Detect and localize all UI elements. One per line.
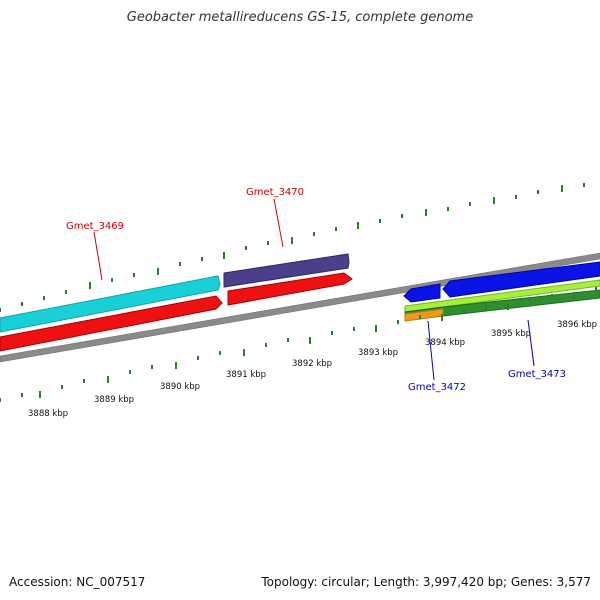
red-feature-left [0, 295, 223, 352]
scale-label: 3889 kbp [94, 395, 134, 405]
gene-gmet-3469-leader [93, 231, 103, 281]
gene-gmet-3473-label: Gmet_3473 [508, 369, 566, 380]
accession-text: Accession: NC_007517 [9, 575, 146, 589]
gene-labels: Gmet_3469 Gmet_3470 Gmet_3472 Gmet_3473 [66, 187, 566, 393]
scale-label: 3888 kbp [28, 409, 68, 419]
gene-gmet-3473-leader [527, 319, 535, 367]
scale-labels: 3888 kbp 3889 kbp 3890 kbp 3891 kbp 3892… [28, 320, 597, 419]
gene-gmet-3469-shape [0, 275, 221, 333]
scale-label: 3893 kbp [358, 348, 398, 358]
scale-label: 3891 kbp [226, 370, 266, 380]
scale-label: 3894 kbp [425, 338, 465, 348]
map-title: Geobacter metallireducens GS-15, complet… [126, 10, 474, 25]
gene-gmet-3470-leader [273, 198, 284, 248]
scale-label: 3892 kbp [292, 359, 332, 369]
upper-genes [0, 253, 353, 352]
gene-gmet-3472-label: Gmet_3472 [408, 382, 466, 393]
scale-label: 3896 kbp [557, 320, 597, 330]
gene-gmet-3470-shape [223, 253, 350, 288]
lower-tick-track [0, 287, 597, 402]
blue-gene-large [442, 261, 600, 298]
scale-label: 3890 kbp [160, 382, 200, 392]
scale-label: 3895 kbp [491, 329, 531, 339]
blue-gene-small [403, 283, 441, 303]
gene-gmet-3472-leader [427, 320, 435, 381]
gene-gmet-3470-label: Gmet_3470 [246, 187, 304, 198]
gene-gmet-3469-label: Gmet_3469 [66, 221, 124, 232]
topology-text: Topology: circular; Length: 3,997,420 bp… [261, 575, 591, 589]
upper-tick-track [0, 183, 585, 312]
genome-backbone [0, 252, 600, 363]
red-feature-right [227, 272, 353, 306]
